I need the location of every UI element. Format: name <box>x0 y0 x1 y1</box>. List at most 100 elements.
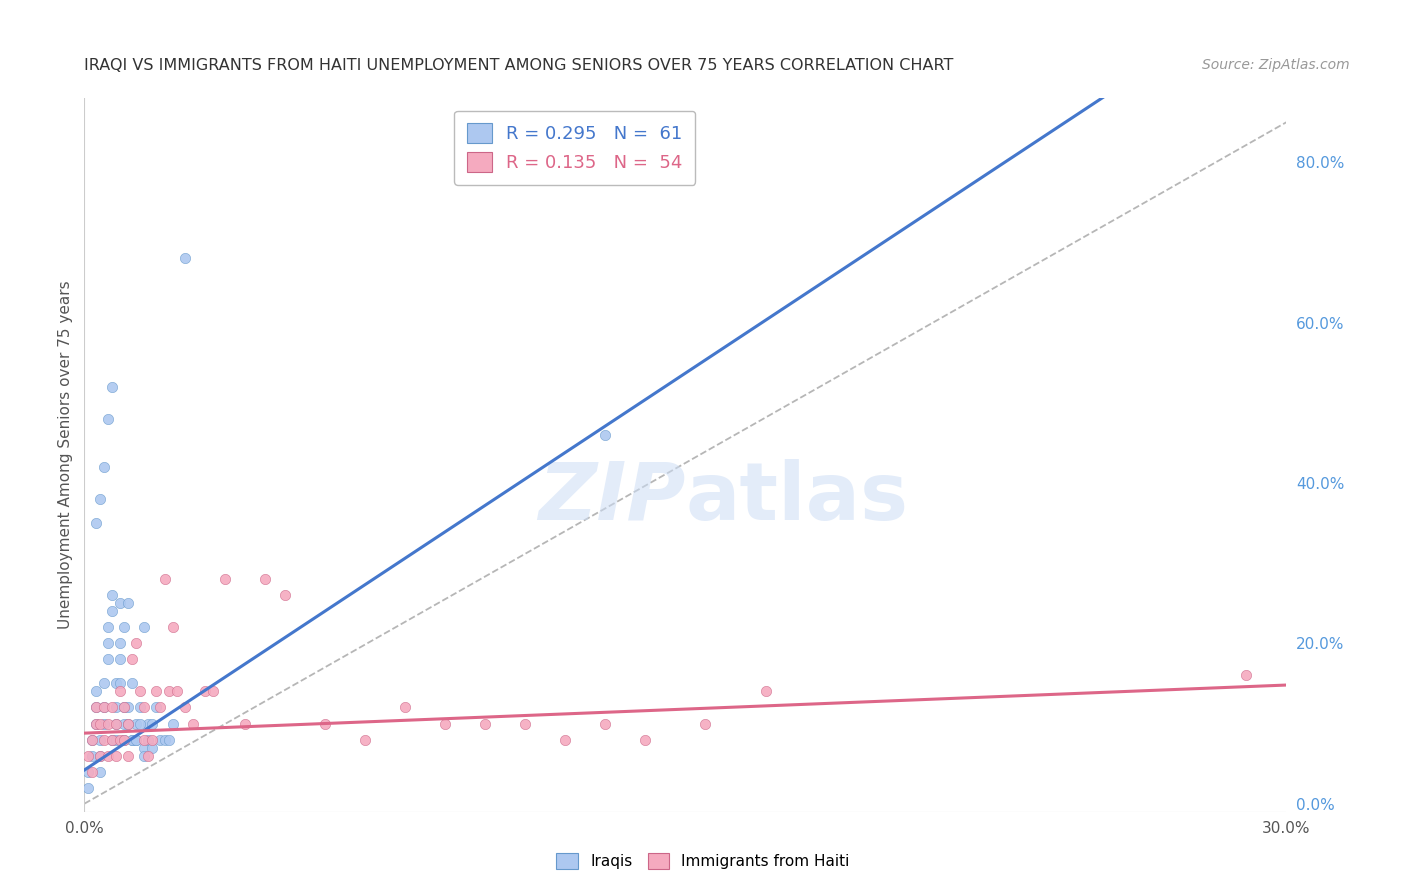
Point <box>173 700 195 714</box>
Point <box>110 684 132 698</box>
Point <box>101 604 124 618</box>
Text: IRAQI VS IMMIGRANTS FROM HAITI UNEMPLOYMENT AMONG SENIORS OVER 75 YEARS CORRELAT: IRAQI VS IMMIGRANTS FROM HAITI UNEMPLOYM… <box>84 58 953 73</box>
Point <box>121 732 143 747</box>
Point <box>595 428 617 442</box>
Point <box>101 732 124 747</box>
Point <box>77 764 100 779</box>
Point <box>97 652 120 666</box>
Point <box>314 716 336 731</box>
Point <box>515 716 537 731</box>
Point <box>145 700 167 714</box>
Point <box>93 459 115 474</box>
Point <box>129 684 152 698</box>
Point <box>82 748 104 763</box>
Point <box>105 716 128 731</box>
Point <box>110 636 132 650</box>
Point <box>134 700 156 714</box>
Point <box>117 700 139 714</box>
Point <box>201 684 224 698</box>
Point <box>166 684 188 698</box>
Point <box>93 700 115 714</box>
Point <box>105 716 128 731</box>
Point <box>105 732 128 747</box>
Point <box>1234 668 1257 682</box>
Point <box>86 716 108 731</box>
Text: Source: ZipAtlas.com: Source: ZipAtlas.com <box>1202 58 1350 72</box>
Point <box>82 732 104 747</box>
Point <box>554 732 576 747</box>
Point <box>149 732 172 747</box>
Point <box>129 700 152 714</box>
Point <box>233 716 256 731</box>
Point <box>134 732 156 747</box>
Point <box>86 700 108 714</box>
Point <box>125 716 148 731</box>
Point <box>77 748 100 763</box>
Text: ZIP: ZIP <box>538 458 686 537</box>
Point <box>121 676 143 690</box>
Point <box>394 700 416 714</box>
Point <box>97 748 120 763</box>
Point <box>253 572 276 586</box>
Point <box>93 732 115 747</box>
Point <box>93 716 115 731</box>
Point <box>125 732 148 747</box>
Legend: Iraqis, Immigrants from Haiti: Iraqis, Immigrants from Haiti <box>550 847 856 875</box>
Point <box>634 732 657 747</box>
Point <box>138 716 160 731</box>
Point <box>434 716 457 731</box>
Point <box>93 700 115 714</box>
Point <box>214 572 236 586</box>
Point <box>101 700 124 714</box>
Point <box>138 732 160 747</box>
Legend: R = 0.295   N =  61, R = 0.135   N =  54: R = 0.295 N = 61, R = 0.135 N = 54 <box>454 111 696 185</box>
Point <box>114 620 135 634</box>
Point <box>89 748 111 763</box>
Point <box>110 676 132 690</box>
Point <box>134 740 156 755</box>
Point <box>755 684 778 698</box>
Point <box>110 652 132 666</box>
Point <box>110 596 132 610</box>
Point <box>157 684 180 698</box>
Point <box>97 716 120 731</box>
Point <box>89 716 111 731</box>
Point <box>354 732 377 747</box>
Point <box>89 491 111 506</box>
Point <box>89 732 111 747</box>
Point <box>86 684 108 698</box>
Point <box>129 716 152 731</box>
Point <box>134 620 156 634</box>
Point <box>162 620 184 634</box>
Point <box>82 764 104 779</box>
Point <box>97 636 120 650</box>
Point <box>101 732 124 747</box>
Point <box>114 700 135 714</box>
Point <box>97 620 120 634</box>
Point <box>157 732 180 747</box>
Point <box>117 748 139 763</box>
Point <box>141 732 163 747</box>
Point <box>105 700 128 714</box>
Point <box>82 732 104 747</box>
Point <box>114 732 135 747</box>
Point <box>86 516 108 530</box>
Point <box>114 700 135 714</box>
Point <box>86 716 108 731</box>
Y-axis label: Unemployment Among Seniors over 75 years: Unemployment Among Seniors over 75 years <box>58 281 73 629</box>
Point <box>89 748 111 763</box>
Point <box>153 732 176 747</box>
Point <box>101 380 124 394</box>
Point <box>105 748 128 763</box>
Point <box>145 684 167 698</box>
Point <box>114 716 135 731</box>
Point <box>141 740 163 755</box>
Point <box>105 676 128 690</box>
Point <box>110 732 132 747</box>
Point <box>181 716 204 731</box>
Point <box>125 732 148 747</box>
Point <box>141 716 163 731</box>
Point <box>125 636 148 650</box>
Point <box>121 652 143 666</box>
Point <box>274 588 297 602</box>
